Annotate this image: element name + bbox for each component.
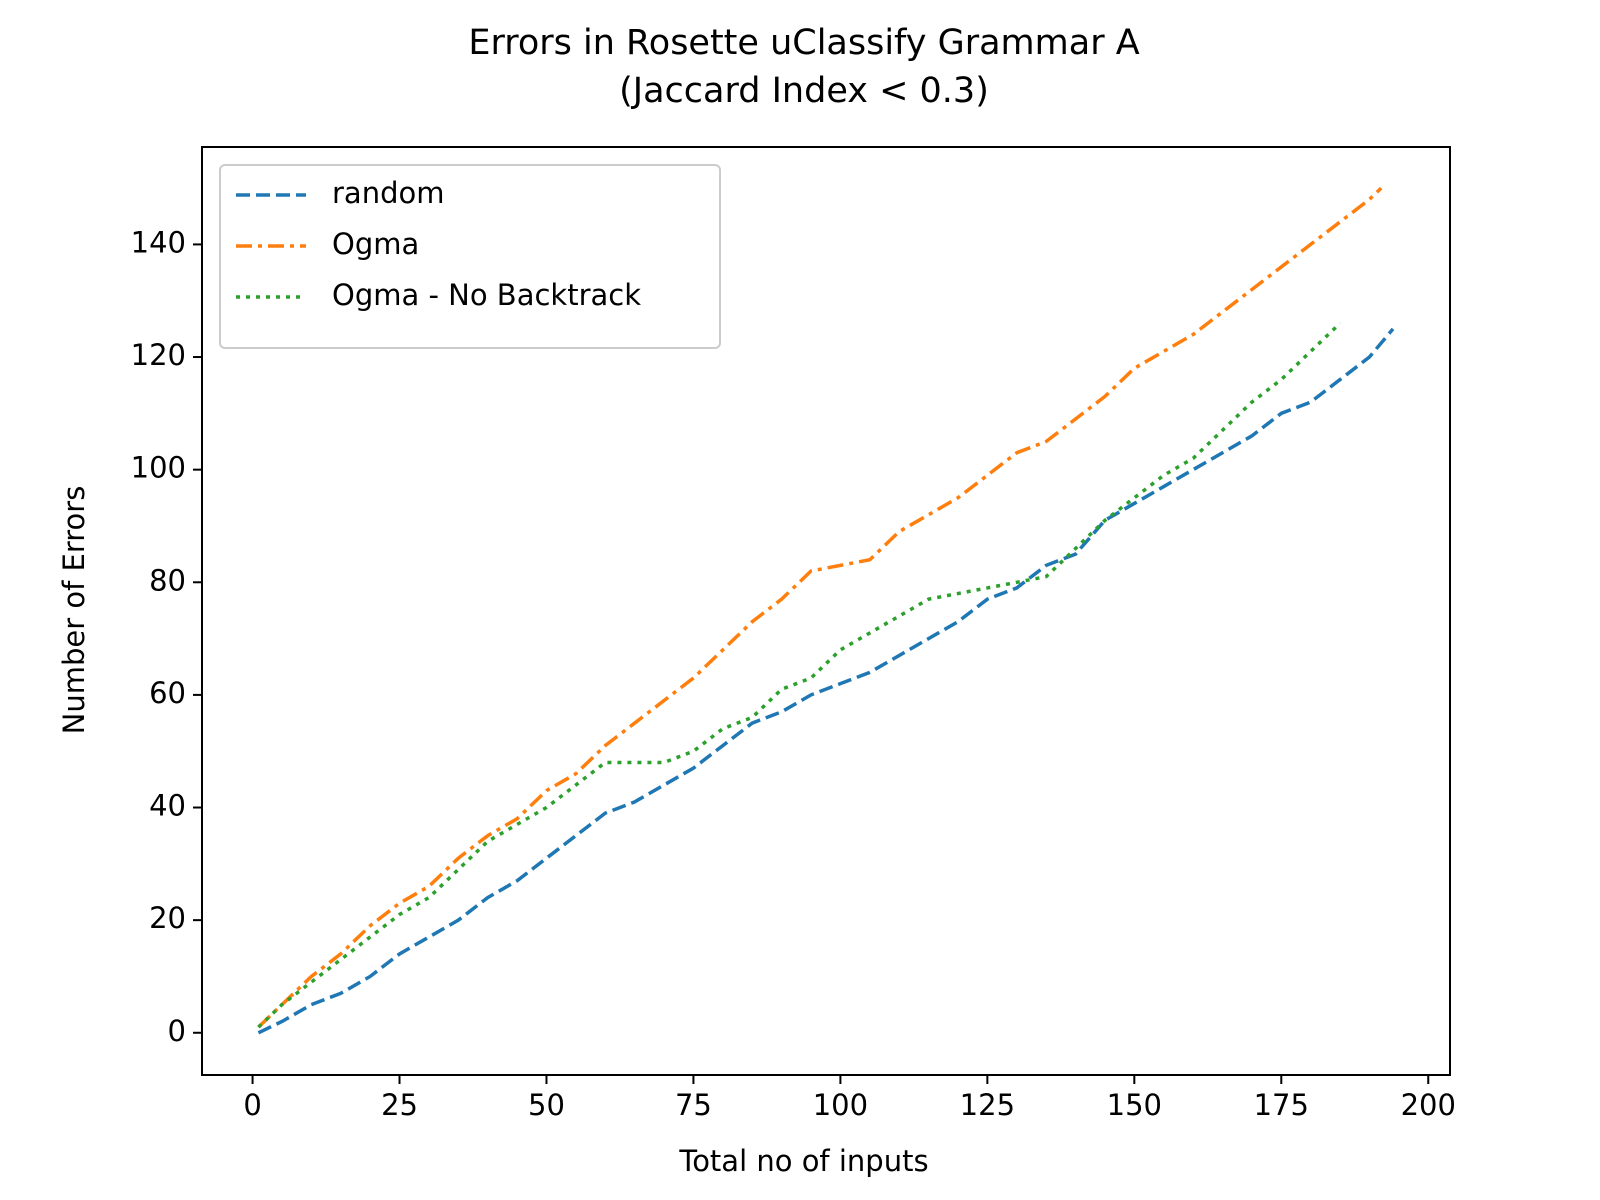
y-tick-label: 60 (149, 676, 186, 710)
x-axis-label: Total no of inputs (678, 1144, 928, 1178)
series-line (257, 327, 1395, 1035)
x-tick-label: 75 (675, 1088, 712, 1122)
plot-frame (201, 146, 1451, 1076)
x-tick-label: 125 (960, 1088, 1015, 1122)
legend-label: random (332, 176, 444, 210)
series-line (257, 186, 1383, 1029)
y-tick-label: 40 (149, 789, 186, 823)
y-tick-label: 0 (168, 1014, 186, 1048)
chart-title: Errors in Rosette uClassify Grammar A (468, 23, 1139, 63)
legend-label: Ogma (332, 227, 419, 261)
y-tick-label: 80 (149, 563, 186, 597)
x-tick-label: 200 (1401, 1088, 1456, 1122)
y-tick-label: 100 (131, 451, 186, 485)
y-tick-label: 120 (131, 338, 186, 372)
chart-subtitle: (Jaccard Index < 0.3) (619, 71, 989, 111)
legend-box (219, 164, 721, 349)
y-axis-label: Number of Errors (57, 486, 91, 735)
x-tick-label: 150 (1107, 1088, 1162, 1122)
x-tick-label: 100 (813, 1088, 868, 1122)
legend-label: Ogma - No Backtrack (332, 278, 641, 312)
y-tick-label: 140 (131, 225, 186, 259)
x-tick-label: 50 (528, 1088, 565, 1122)
series-line (257, 321, 1342, 1029)
x-tick-label: 175 (1254, 1088, 1309, 1122)
x-tick-label: 0 (243, 1088, 261, 1122)
x-tick-label: 25 (381, 1088, 418, 1122)
y-tick-label: 20 (149, 901, 186, 935)
